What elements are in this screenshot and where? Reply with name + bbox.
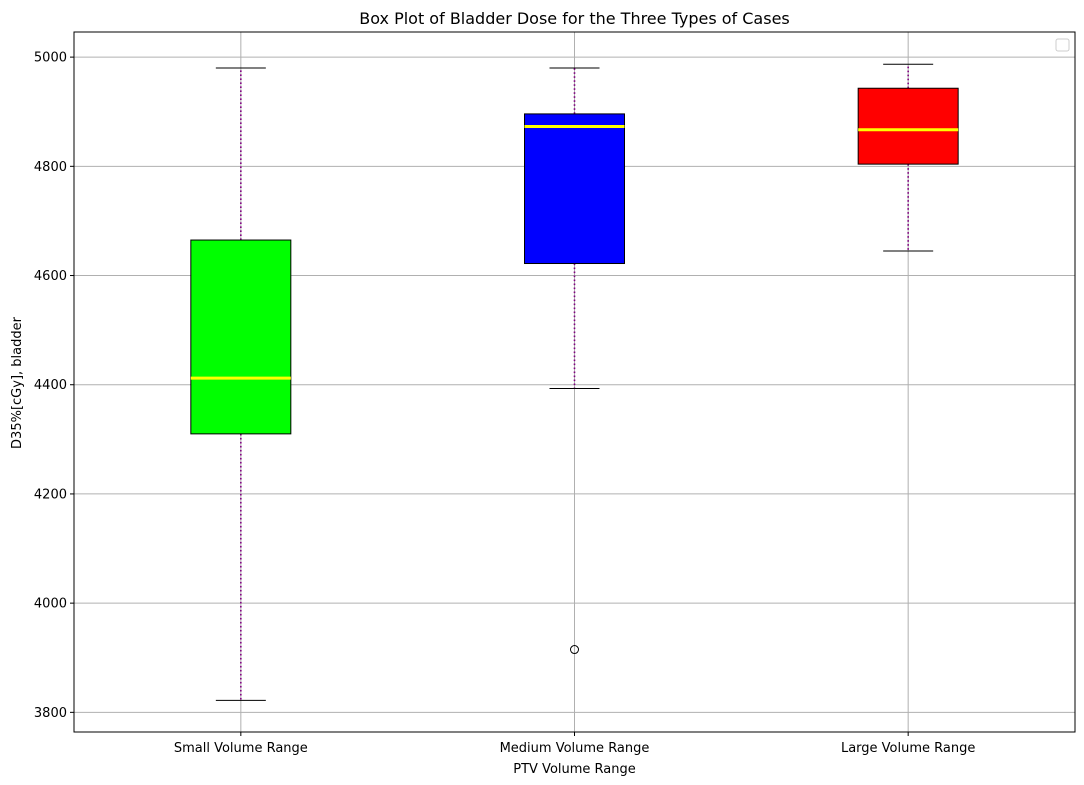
y-tick-label: 4200: [34, 487, 67, 502]
box-body: [857, 87, 959, 165]
y-axis-label: D35%[cGy], bladder: [10, 316, 25, 449]
box-group: [857, 63, 959, 252]
box-body: [524, 113, 625, 265]
y-tick-label: 3800: [34, 706, 67, 721]
axes-layer: 3800 4000 4200 4400 4600 4800 5000 Small Volume…: [34, 51, 975, 756]
y-tick-label: 4800: [34, 160, 67, 175]
y-tick-label: 5000: [34, 51, 67, 66]
y-tick-label: 4000: [34, 597, 67, 612]
y-tick-label: 4400: [34, 378, 67, 393]
x-tick-label: Medium Volume Range: [500, 741, 650, 756]
box-body: [190, 239, 292, 435]
box-group: [524, 67, 625, 655]
outlier-point: [570, 645, 579, 655]
x-tick-label: Small Volume Range: [174, 741, 308, 756]
x-tick-label: Large Volume Range: [841, 741, 975, 756]
box-group: [190, 67, 292, 701]
y-tick-label: 4600: [34, 269, 67, 284]
chart-title: Box Plot of Bladder Dose for the Three T…: [359, 9, 790, 28]
legend: [1055, 38, 1070, 52]
x-axis-label: PTV Volume Range: [513, 762, 636, 777]
boxes-layer: [190, 63, 959, 701]
